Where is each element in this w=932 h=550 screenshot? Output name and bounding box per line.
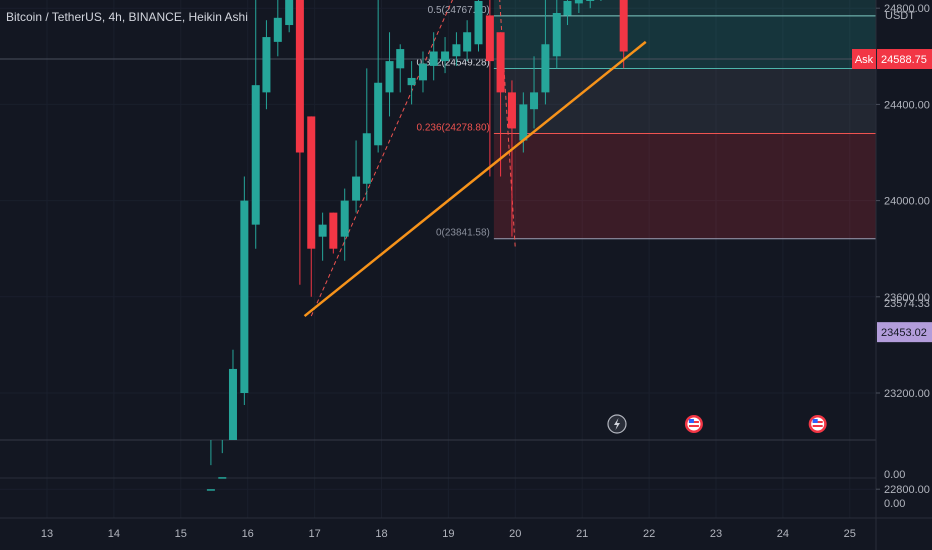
fib-zone (493, 15, 876, 69)
price-tick-label: 24000.00 (884, 196, 930, 208)
candle-body (485, 15, 494, 62)
candle-body (262, 37, 271, 93)
candle-body (206, 489, 215, 491)
candle-body (340, 200, 349, 237)
time-tick-label: 14 (108, 528, 120, 540)
candle-body (318, 224, 327, 237)
fib-trend-dashed-line (499, 0, 516, 249)
ask-tag-text: Ask (855, 54, 874, 66)
candle-body (574, 0, 583, 4)
candle-body (307, 116, 316, 249)
candle-body (429, 51, 438, 66)
price-badge-purple (877, 322, 932, 343)
fib-zone (493, 133, 876, 239)
candle-body (385, 61, 394, 93)
candle-body (228, 368, 237, 440)
candle-body (240, 200, 249, 393)
candle-body (407, 77, 416, 86)
symbol-title: Bitcoin / TetherUS, 4h, BINANCE, Heikin … (6, 10, 248, 24)
price-badge-ask (877, 49, 932, 70)
candle-body (273, 17, 282, 42)
ask-tag (852, 49, 876, 70)
candle-body (396, 49, 405, 69)
candle-body (496, 32, 505, 93)
candle-body (441, 51, 450, 62)
candle-body (329, 212, 338, 249)
candle-body (452, 44, 461, 57)
time-tick-label: 25 (844, 528, 856, 540)
time-tick-label: 17 (308, 528, 320, 540)
candle-body (352, 176, 361, 201)
candle-body (362, 133, 371, 184)
candle-body (418, 63, 427, 81)
time-tick-label: 19 (442, 528, 454, 540)
candle-body (552, 13, 561, 57)
time-tick-label: 18 (375, 528, 387, 540)
price-tick-label: 24400.00 (884, 99, 930, 111)
candle-body (619, 0, 628, 52)
us-flag-icon (808, 415, 827, 433)
fib-level-label: 0.5(24767.90) (428, 5, 490, 16)
currency-label: USDT (885, 10, 915, 22)
fib-level-label: 0(23841.58) (436, 228, 490, 239)
time-tick-label: 21 (576, 528, 588, 540)
fib-zone (493, 68, 876, 134)
candle-body (541, 44, 550, 93)
price-label-partial: 23574.33 (884, 298, 930, 310)
price-tick-label: 24800.00 (884, 3, 930, 15)
price-badge-ask-text: 24588.75 (881, 54, 927, 66)
price-badge-purple-text: 23453.02 (881, 327, 927, 339)
oscillator-tick-label: 0.00 (884, 498, 905, 510)
time-tick-label: 24 (777, 528, 789, 540)
us-flag-icon (684, 415, 703, 433)
candle-body (474, 0, 483, 45)
candle-body (374, 82, 383, 146)
price-tick-label: 22800.00 (884, 484, 930, 496)
price-tick-label: 23200.00 (884, 388, 930, 400)
oscillator-tick-label: 0.00 (884, 469, 905, 481)
candle-body (530, 92, 539, 110)
fib-zone (493, 0, 876, 16)
candle-body (218, 477, 227, 479)
candle-body (519, 104, 528, 141)
time-tick-label: 15 (175, 528, 187, 540)
candle-body (586, 0, 595, 1)
candle-body (295, 0, 304, 153)
candle-body (507, 92, 516, 129)
trend-line (303, 40, 647, 318)
candle-body (285, 0, 294, 26)
fib-level-label: 0.236(24278.80) (416, 123, 489, 134)
time-tick-label: 22 (643, 528, 655, 540)
candle-body (463, 32, 472, 52)
lightning-icon (607, 414, 627, 434)
candle-body (251, 85, 260, 225)
time-tick-label: 13 (41, 528, 53, 540)
candle-body (563, 0, 572, 16)
price-tick-label: 23600.00 (884, 292, 930, 304)
time-tick-label: 20 (509, 528, 521, 540)
time-tick-label: 23 (710, 528, 722, 540)
time-tick-label: 16 (242, 528, 254, 540)
fib-level-label: 0.382(24549.28) (416, 57, 489, 68)
